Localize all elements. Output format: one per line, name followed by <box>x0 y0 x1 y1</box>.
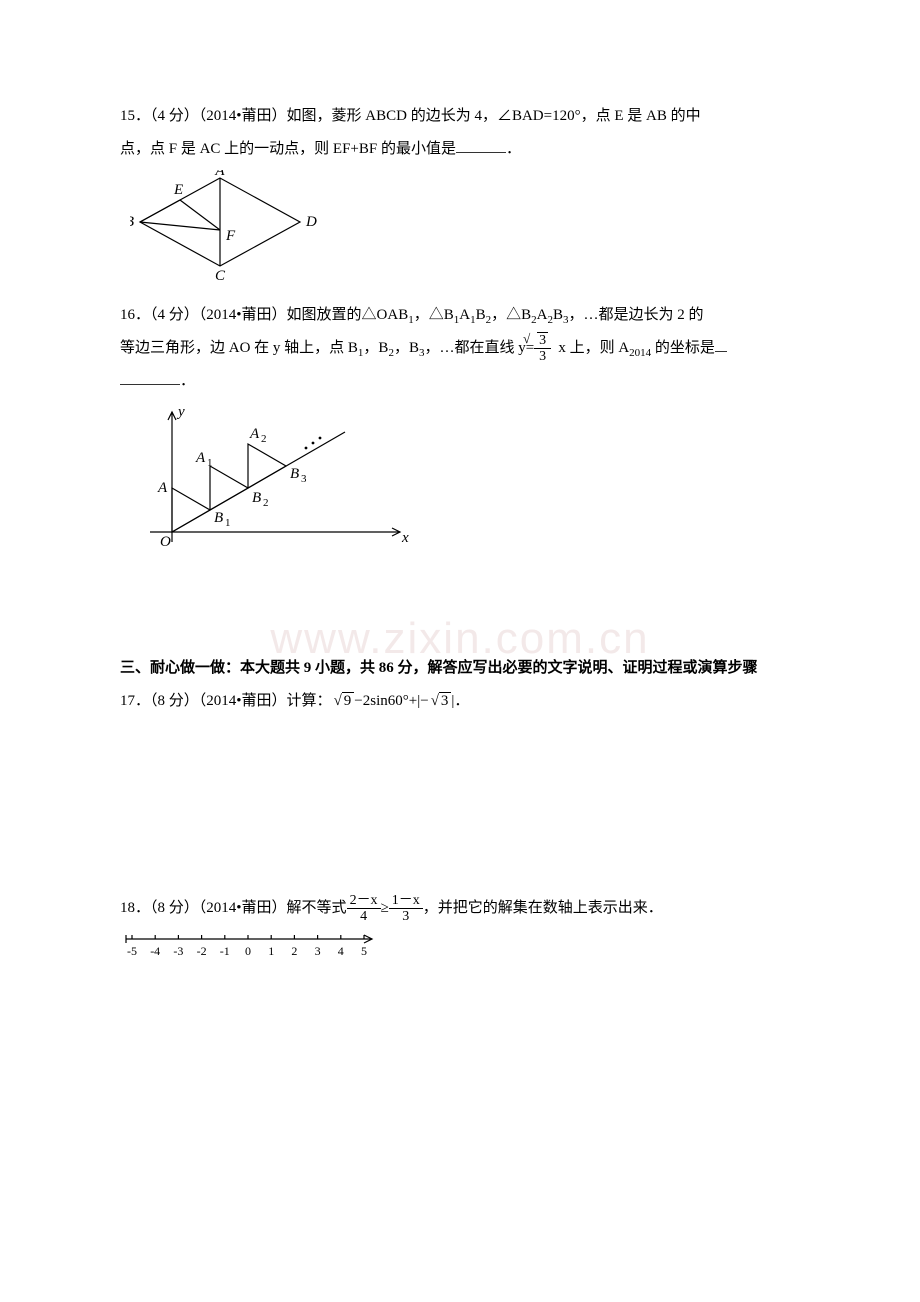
p15-source: （2014•莆田） <box>199 108 287 124</box>
svg-text:-3: -3 <box>173 944 183 958</box>
svg-text:-1: -1 <box>220 944 230 958</box>
p16-t10: ，B <box>363 340 388 356</box>
p16-t3: A <box>459 307 470 323</box>
p18-tb: ≥ <box>381 900 389 916</box>
problem-17: 17．（8 分）（2014•莆田）计算：√9−2sin60°+|−√3|． <box>120 685 800 718</box>
svg-text:B: B <box>252 490 261 506</box>
p16-t9: 等边三角形，边 AO 在 y 轴上，点 B <box>120 340 358 356</box>
svg-text:2: 2 <box>263 497 269 509</box>
work-space <box>120 722 800 892</box>
p16-sub2014: 2014 <box>629 347 651 359</box>
svg-text:2: 2 <box>291 944 297 958</box>
svg-text:x: x <box>401 530 409 546</box>
p16-period: ． <box>180 373 195 389</box>
p18-points: （8 分） <box>150 900 199 916</box>
p15-points: （4 分） <box>150 108 199 124</box>
svg-text:3: 3 <box>301 473 307 485</box>
p16-t4: B <box>476 307 486 323</box>
answer-blank <box>456 137 506 153</box>
svg-text:-4: -4 <box>150 944 160 958</box>
p16-t11: ，B <box>394 340 419 356</box>
answer-blank <box>715 336 727 352</box>
p17-points: （8 分） <box>150 693 199 709</box>
p18-tc: ，并把它的解集在数轴上表示出来． <box>423 900 663 916</box>
p18-source: （2014•莆田） <box>199 900 287 916</box>
p16-number: 16． <box>120 307 150 323</box>
svg-text:O: O <box>160 534 171 550</box>
svg-text:1: 1 <box>268 944 274 958</box>
p16-source: （2014•莆田） <box>199 307 287 323</box>
p16-t8: ，…都是边长为 2 的 <box>568 307 703 323</box>
p16-t7: B <box>553 307 563 323</box>
answer-blank <box>120 369 180 385</box>
p16-points: （4 分） <box>150 307 199 323</box>
p15-period: ． <box>506 141 521 157</box>
problem-18: 18．（8 分）（2014•莆田）解不等式2－x4≥1－x3，并把它的解集在数轴… <box>120 892 800 925</box>
problem-16: 16．（4 分）（2014•莆田）如图放置的△OAB1，△B1A1B2，△B2A… <box>120 299 800 398</box>
svg-text:5: 5 <box>361 944 367 958</box>
svg-text:3: 3 <box>315 944 321 958</box>
svg-text:4: 4 <box>338 944 344 958</box>
svg-text:F: F <box>225 228 236 244</box>
svg-text:B: B <box>290 466 299 482</box>
p16-t12: ，…都在直线 y= <box>424 340 534 356</box>
triangles-figure: y x O A A1 A2 B1 B2 B3 <box>130 402 800 575</box>
svg-text:A: A <box>214 170 225 179</box>
p18-frac2: 1－x3 <box>389 893 423 925</box>
p15-line1: 如图，菱形 ABCD 的边长为 4，∠BAD=120°，点 E 是 AB 的中 <box>287 108 701 124</box>
numberline-figure: -5 -4 -3 -2 -1 0 1 2 3 4 5 <box>120 929 800 976</box>
svg-text:1: 1 <box>207 457 213 469</box>
p17-tb: −2sin60°+|− <box>354 693 428 709</box>
p17-source: （2014•莆田） <box>199 693 287 709</box>
svg-text:A: A <box>195 450 206 466</box>
svg-text:0: 0 <box>245 944 251 958</box>
sqrt3: √3 <box>429 685 452 718</box>
p17-number: 17． <box>120 693 150 709</box>
rhombus-figure: A B C D E F <box>130 170 800 295</box>
p18-ta: 解不等式 <box>287 900 347 916</box>
p16-t1: 如图放置的△OAB <box>287 307 409 323</box>
p17-ta: 计算： <box>287 693 332 709</box>
p16-t6: A <box>537 307 548 323</box>
svg-text:A: A <box>157 480 168 496</box>
svg-text:C: C <box>215 268 226 282</box>
p16-t13: x 上，则 A <box>558 340 629 356</box>
svg-text:-5: -5 <box>127 944 137 958</box>
sqrt9: √9 <box>332 685 355 718</box>
p18-number: 18． <box>120 900 150 916</box>
p16-t14: 的坐标是 <box>651 340 715 356</box>
p15-line2: 点，点 F 是 AC 上的一动点，则 EF+BF 的最小值是 <box>120 141 456 157</box>
svg-text:1: 1 <box>225 517 231 529</box>
svg-text:B: B <box>130 214 134 230</box>
svg-text:y: y <box>176 404 185 420</box>
p16-frac: 33 <box>534 333 551 365</box>
svg-text:-2: -2 <box>197 944 207 958</box>
p15-number: 15． <box>120 108 150 124</box>
section-3-heading: 三、耐心做一做：本大题共 9 小题，共 86 分，解答应写出必要的文字说明、证明… <box>120 652 800 685</box>
svg-text:D: D <box>305 214 317 230</box>
svg-text:2: 2 <box>261 433 267 445</box>
p17-tc: |． <box>451 693 469 709</box>
p16-t5: ，△B <box>491 307 531 323</box>
p16-t2: ，△B <box>414 307 454 323</box>
p18-frac1: 2－x4 <box>347 893 381 925</box>
svg-text:E: E <box>173 182 183 198</box>
svg-text:B: B <box>214 510 223 526</box>
svg-text:A: A <box>249 426 260 442</box>
problem-15: 15．（4 分）（2014•莆田）如图，菱形 ABCD 的边长为 4，∠BAD=… <box>120 100 800 166</box>
